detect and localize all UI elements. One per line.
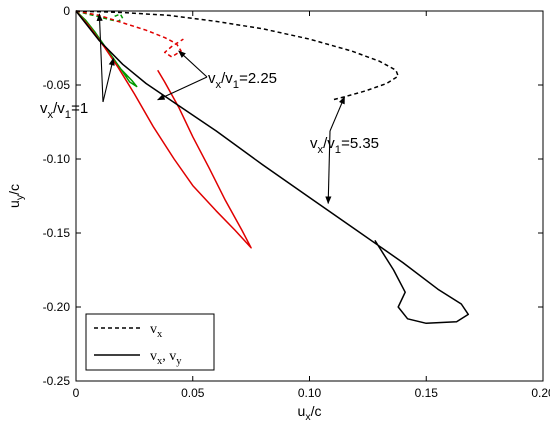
annotation-label: vx/v1=2.25 xyxy=(208,70,277,91)
annotation-label: vx/v1=1 xyxy=(40,100,88,121)
annotation-arrow xyxy=(325,130,332,205)
x-tick-label: 0.20 xyxy=(531,386,550,400)
y-tick-label: -0.05 xyxy=(43,78,71,92)
y-tick-label: -0.25 xyxy=(43,374,71,388)
annotation-arrow xyxy=(96,13,104,103)
y-tick-label: 0 xyxy=(63,4,70,18)
annotation-arrow xyxy=(157,76,208,101)
x-tick-label: 0.15 xyxy=(415,386,439,400)
series-layer xyxy=(75,10,470,325)
x-axis-label: ux/c xyxy=(298,403,322,423)
y-tick-label: -0.20 xyxy=(43,300,71,314)
series-line-black-solid xyxy=(75,10,470,325)
legend-box xyxy=(85,313,215,371)
x-tick-label: 0.10 xyxy=(298,386,322,400)
annotation-arrow xyxy=(178,50,208,78)
y-axis-label: uy/c xyxy=(6,184,26,208)
legend-label: vx, vy​ xyxy=(150,349,182,367)
series-line-red-solid xyxy=(75,10,252,249)
legend-label: vx​ xyxy=(150,322,163,340)
x-tick-label: 0.05 xyxy=(181,386,205,400)
series-line-green-solid xyxy=(75,10,138,88)
series-line-black-dashed xyxy=(75,10,399,101)
axis-ticks: 0 0.05 0.10 0.15 0.20 0 -0.05 -0.10 -0.15 -0.20 -0… xyxy=(43,4,550,400)
series-line-green-dashed xyxy=(75,10,124,23)
x-tick-label: 0 xyxy=(73,386,80,400)
annotation-arrow xyxy=(102,57,115,103)
legend: vx​ vx, vy​ xyxy=(85,313,215,371)
y-tick-label: -0.15 xyxy=(43,226,71,240)
series-line-red-dashed xyxy=(75,10,184,58)
y-tick-label: -0.10 xyxy=(43,152,71,166)
annotation-arrow xyxy=(329,96,346,132)
